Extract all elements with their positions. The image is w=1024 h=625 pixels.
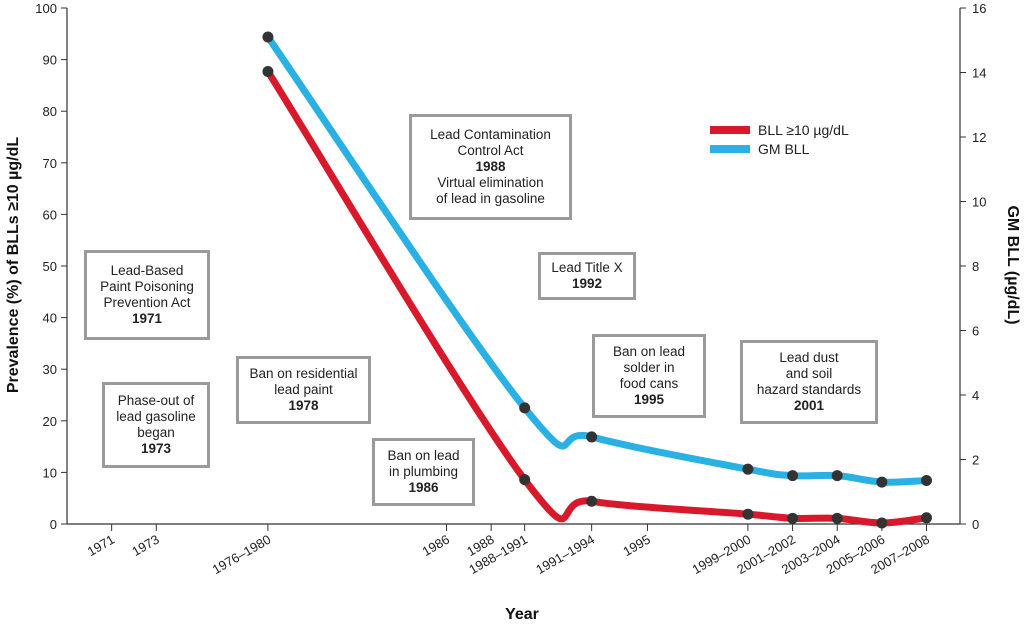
annotation-year: 1973 (140, 441, 172, 456)
y-axis-right-title: GM BLL (µg/dL) (1004, 205, 1021, 324)
data-point (787, 512, 799, 524)
y-left-tick-label: 60 (43, 207, 57, 222)
y-axis-left-title: Prevalence (%) of BLLs ≥10 µg/dL (5, 137, 22, 394)
annotation-line: Phase-out of (117, 393, 195, 408)
annotation-line: lead paint (274, 382, 333, 397)
annotation-year: 1971 (131, 311, 163, 326)
annotation-line: lead gasoline (116, 409, 196, 424)
annotation-line: Virtual elimination (437, 175, 544, 190)
annotation-box: Phase-out of lead gasoline began 1973 (102, 382, 210, 468)
annotation-line: Paint Poisoning (100, 279, 194, 294)
legend-label: BLL ≥10 µg/dL (758, 122, 849, 138)
y-right-tick-label: 12 (972, 130, 986, 145)
y-right-tick-label: 4 (972, 388, 979, 403)
y-left-tick-label: 40 (43, 311, 57, 326)
annotation-line: of lead in gasoline (436, 191, 545, 206)
x-axis-title: Year (505, 606, 539, 623)
x-tick-label: 1976–1980 (210, 532, 274, 578)
data-point (921, 474, 933, 486)
y-right-tick-label: 14 (972, 66, 986, 81)
series-line-bll (264, 67, 931, 527)
series-line-gm-bll (264, 33, 931, 486)
y-left-tick-label: 0 (50, 517, 57, 532)
y-right-tick-label: 2 (972, 453, 979, 468)
data-point (921, 512, 933, 524)
annotation-line: Ban on lead (612, 344, 686, 359)
annotation-box: Ban on lead in plumbing 1986 (372, 438, 475, 506)
annotation-line: Lead Title X (551, 260, 623, 275)
x-tick-label: 1971 (85, 532, 118, 559)
y-left-tick-label: 80 (43, 104, 57, 119)
y-left-tick-label: 90 (43, 53, 57, 68)
data-point (742, 463, 754, 475)
annotation-box: Ban on lead solder in food cans 1995 (592, 334, 706, 418)
data-point (262, 31, 274, 43)
annotation-line: Ban on residential (249, 366, 358, 381)
annotation-box: Lead-Based Paint Poisoning Prevention Ac… (84, 250, 210, 340)
y-right-tick-label: 6 (972, 324, 979, 339)
y-right-tick-label: 0 (972, 517, 979, 532)
annotation-box: Lead dust and soil hazard standards 2001 (740, 340, 878, 424)
annotation-year: 1986 (408, 480, 439, 495)
x-tick-label: 1995 (620, 532, 653, 559)
data-point (831, 512, 843, 524)
x-tick-label: 1973 (129, 532, 162, 559)
y-right-tick-label: 16 (972, 1, 986, 16)
series-lines (264, 33, 931, 527)
data-point (787, 470, 799, 482)
annotation-line: solder in (623, 360, 675, 375)
data-point (586, 495, 598, 507)
annotation-line: hazard standards (756, 382, 862, 397)
y-right-tick-label: 8 (972, 259, 979, 274)
y-left-tick-label: 10 (43, 465, 57, 480)
data-point (831, 470, 843, 482)
annotation-line: food cans (619, 376, 679, 391)
annotation-line: Prevention Act (103, 295, 191, 310)
annotation-year: 2001 (793, 398, 825, 413)
x-tick-label: 1986 (419, 532, 452, 559)
y-right-tick-label: 10 (972, 195, 986, 210)
annotation-line: and soil (785, 366, 833, 381)
y-left-tick-label: 70 (43, 156, 57, 171)
x-tick-label: 1991–1994 (533, 532, 597, 578)
annotation-year: 1978 (288, 398, 319, 413)
annotation-line: Lead Contamination (430, 127, 551, 142)
y-left-tick-label: 50 (43, 259, 57, 274)
annotation-line: Lead-Based (110, 263, 184, 278)
annotation-line: began (137, 425, 175, 440)
legend-label: GM BLL (758, 141, 810, 157)
y-left-tick-label: 100 (35, 1, 57, 16)
y-left-tick-label: 30 (43, 362, 57, 377)
annotation-line: Ban on lead (387, 448, 460, 463)
annotation-year: 1988 (475, 159, 506, 174)
annotation-line: Lead dust (779, 350, 839, 365)
data-point (876, 517, 888, 529)
annotation-line: in plumbing (388, 464, 459, 479)
annotation-box: Lead Title X 1992 (538, 252, 636, 300)
annotation-year: 1992 (571, 276, 603, 291)
series-points (262, 31, 933, 529)
legend: BLL ≥10 µg/dL GM BLL (710, 122, 849, 157)
annotation-year: 1995 (633, 392, 665, 407)
data-point (262, 65, 274, 77)
annotation-line: Control Act (457, 143, 524, 158)
data-point (519, 402, 531, 414)
annotation-box: Ban on residential lead paint 1978 (236, 356, 371, 424)
annotation-box: Lead Contamination Control Act 1988 Virt… (409, 114, 572, 220)
y-left-tick-label: 20 (43, 414, 57, 429)
data-point (519, 474, 531, 486)
data-point (876, 476, 888, 488)
data-point (586, 431, 598, 443)
data-point (742, 508, 754, 520)
